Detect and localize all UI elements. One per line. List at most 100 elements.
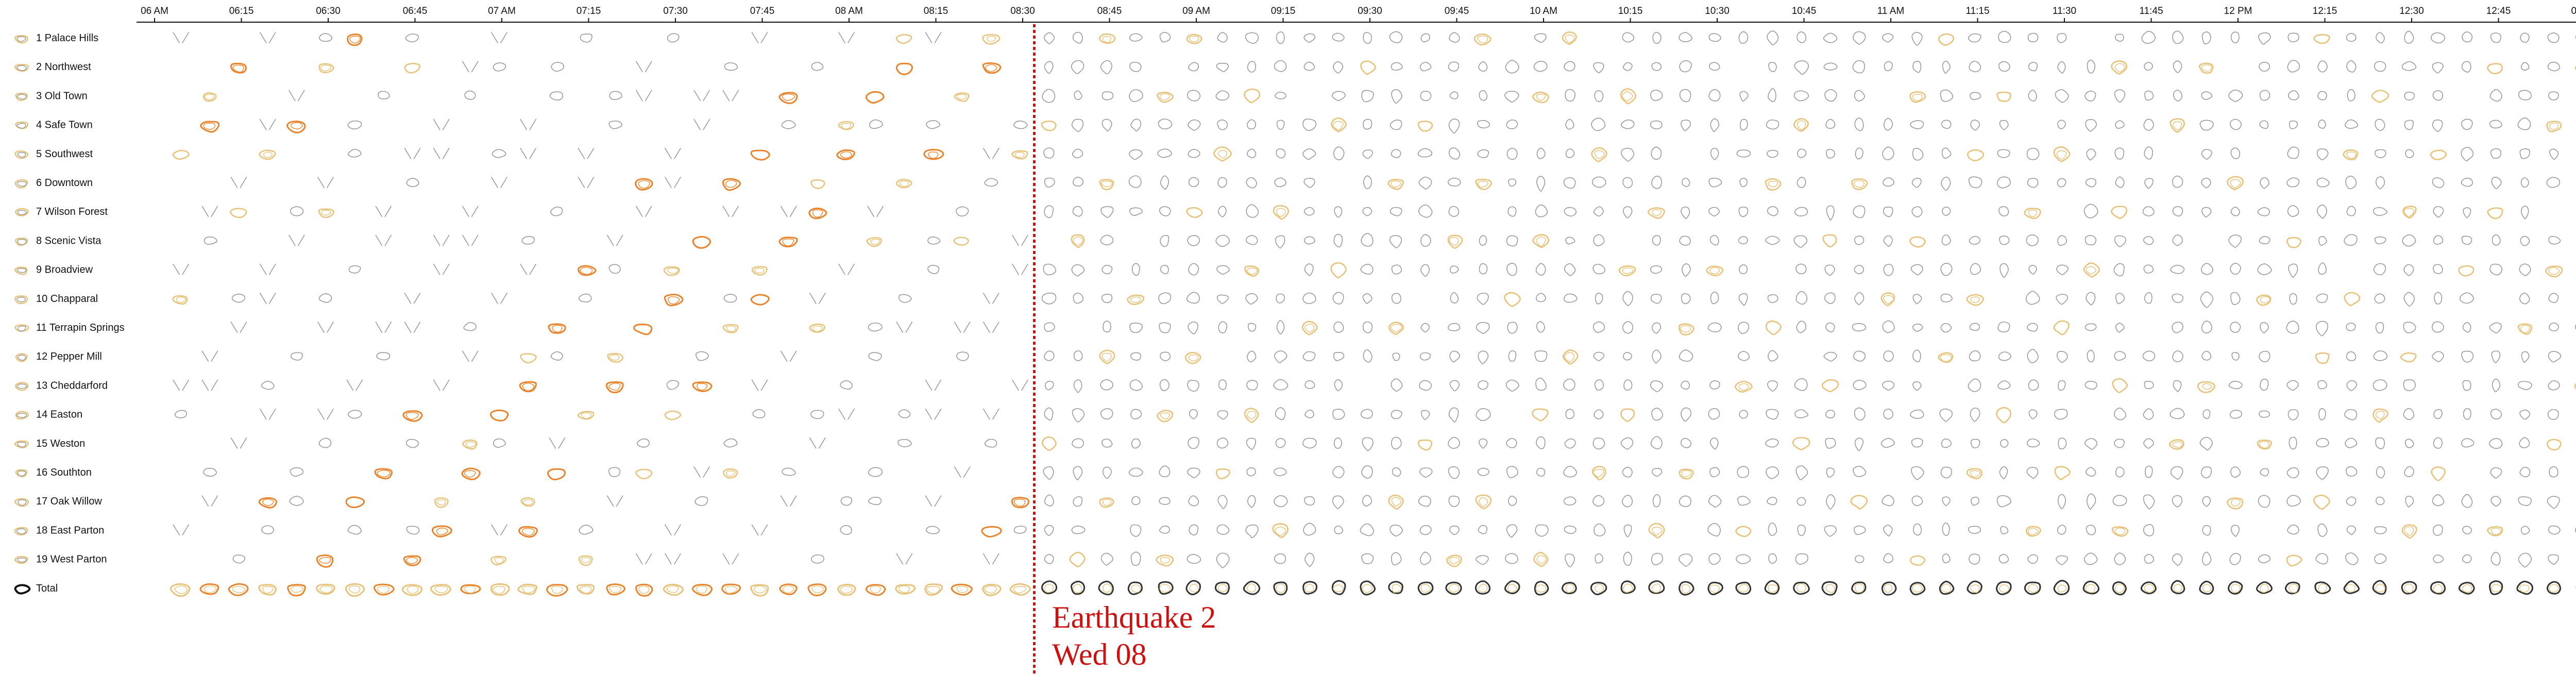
glyph-mark	[1479, 263, 1488, 275]
glyph-mark	[2115, 466, 2125, 478]
glyph-mark	[982, 62, 1002, 74]
glyph-mark-inner	[1652, 527, 1663, 536]
glyph-mark-inner	[726, 326, 736, 332]
glyph-mark	[2114, 439, 2125, 448]
glyph-mark	[1940, 263, 1953, 276]
glyph-mark	[956, 351, 969, 361]
glyph-mark	[1363, 32, 1372, 44]
x-tick-label: 01 PM	[2571, 6, 2576, 16]
glyph-mark	[1852, 60, 1865, 74]
row-legend-icon-inner	[17, 470, 26, 477]
glyph-mark	[2315, 352, 2330, 364]
glyph-mark	[2316, 466, 2329, 480]
glyph-mark	[840, 496, 853, 506]
glyph-mark	[2057, 178, 2066, 188]
glyph-mark	[723, 294, 737, 303]
glyph-mark-inner	[581, 557, 591, 563]
glyph-mark	[1420, 323, 1430, 333]
glyph-mark	[1997, 380, 2011, 390]
glyph-mark	[1274, 467, 1287, 477]
glyph-mark	[2372, 408, 2388, 423]
glyph-mark	[1478, 350, 1489, 364]
glyph-mark	[2316, 205, 2327, 219]
glyph-mark	[636, 90, 652, 102]
glyph-mark	[1967, 580, 1982, 595]
glyph-mark	[1532, 234, 1550, 248]
glyph-mark	[1158, 292, 1172, 305]
glyph-mark	[462, 439, 478, 450]
row-legend-icon	[14, 440, 29, 449]
glyph-mark	[1970, 439, 1980, 448]
glyph-mark-inner	[2114, 63, 2126, 73]
glyph-mark-inner	[2172, 121, 2182, 131]
glyph-mark	[1591, 147, 1607, 162]
glyph-mark	[1388, 322, 1404, 335]
glyph-mark	[1797, 497, 1806, 506]
glyph-mark	[2432, 524, 2443, 536]
glyph-mark	[1651, 62, 1662, 71]
glyph-mark	[1419, 62, 1432, 72]
glyph-mark	[287, 584, 306, 597]
glyph-mark	[1883, 207, 1893, 217]
glyph-mark	[1477, 292, 1489, 305]
row-legend-icon	[14, 527, 28, 536]
glyph-mark	[1532, 408, 1549, 422]
glyph-mark	[1158, 119, 1173, 130]
glyph-mark	[1505, 60, 1519, 74]
glyph-mark	[1739, 91, 1749, 102]
glyph-mark	[1245, 524, 1259, 538]
glyph-mark-inner	[1768, 180, 1778, 188]
glyph-mark	[1854, 525, 1866, 535]
glyph-mark-inner	[291, 122, 303, 129]
glyph-mark	[1246, 119, 1256, 130]
glyph-mark	[2375, 322, 2384, 334]
glyph-mark	[2518, 496, 2532, 506]
glyph-mark-inner	[1912, 583, 1923, 593]
glyph-mark-inner	[203, 123, 216, 130]
glyph-mark	[2028, 379, 2039, 391]
glyph-mark	[1854, 90, 1865, 102]
glyph-mark	[1595, 553, 1603, 564]
glyph-mark	[2487, 207, 2503, 220]
row-legend-icon	[15, 208, 29, 216]
glyph-mark-inner	[666, 585, 679, 593]
glyph-mark-inner	[262, 586, 274, 594]
row-legend-icon-inner	[16, 296, 26, 302]
glyph-mark	[316, 583, 335, 595]
glyph-mark	[2111, 206, 2128, 220]
glyph-mark	[2519, 263, 2531, 276]
glyph-mark	[2575, 324, 2576, 330]
row-legend-icon	[14, 179, 28, 189]
glyph-mark	[1882, 320, 1895, 333]
glyph-mark	[2027, 178, 2039, 188]
glyph-mark-inner	[1014, 151, 1025, 158]
glyph-mark	[2170, 466, 2183, 480]
glyph-mark	[1707, 523, 1721, 537]
glyph-mark	[2172, 234, 2183, 246]
glyph-mark	[1101, 119, 1112, 132]
glyph-mark	[491, 293, 507, 304]
glyph-mark	[2026, 466, 2039, 479]
glyph-mark	[1475, 580, 1491, 595]
glyph-mark	[520, 353, 537, 364]
glyph-mark	[1794, 409, 1809, 418]
glyph-mark	[2082, 580, 2099, 595]
glyph-mark	[1012, 263, 1028, 275]
glyph-mark	[1564, 525, 1577, 534]
glyph-mark	[1565, 89, 1575, 102]
glyph-mark	[2025, 291, 2040, 305]
glyph-mark	[1735, 526, 1752, 537]
glyph-mark-inner	[1595, 584, 1604, 593]
glyph-mark	[2517, 381, 2532, 390]
glyph-mark-inner	[1883, 295, 1894, 305]
glyph-mark-inner	[1420, 584, 1431, 593]
glyph-mark	[2028, 62, 2038, 72]
glyph-mark	[2403, 379, 2416, 392]
glyph-mark	[1536, 176, 1546, 192]
glyph-mark	[1334, 525, 1344, 534]
glyph-mark	[1911, 495, 1923, 506]
glyph-mark	[1851, 581, 1867, 595]
glyph-mark-inner	[1391, 497, 1402, 507]
glyph-mark	[924, 583, 943, 596]
glyph-mark	[547, 468, 566, 481]
